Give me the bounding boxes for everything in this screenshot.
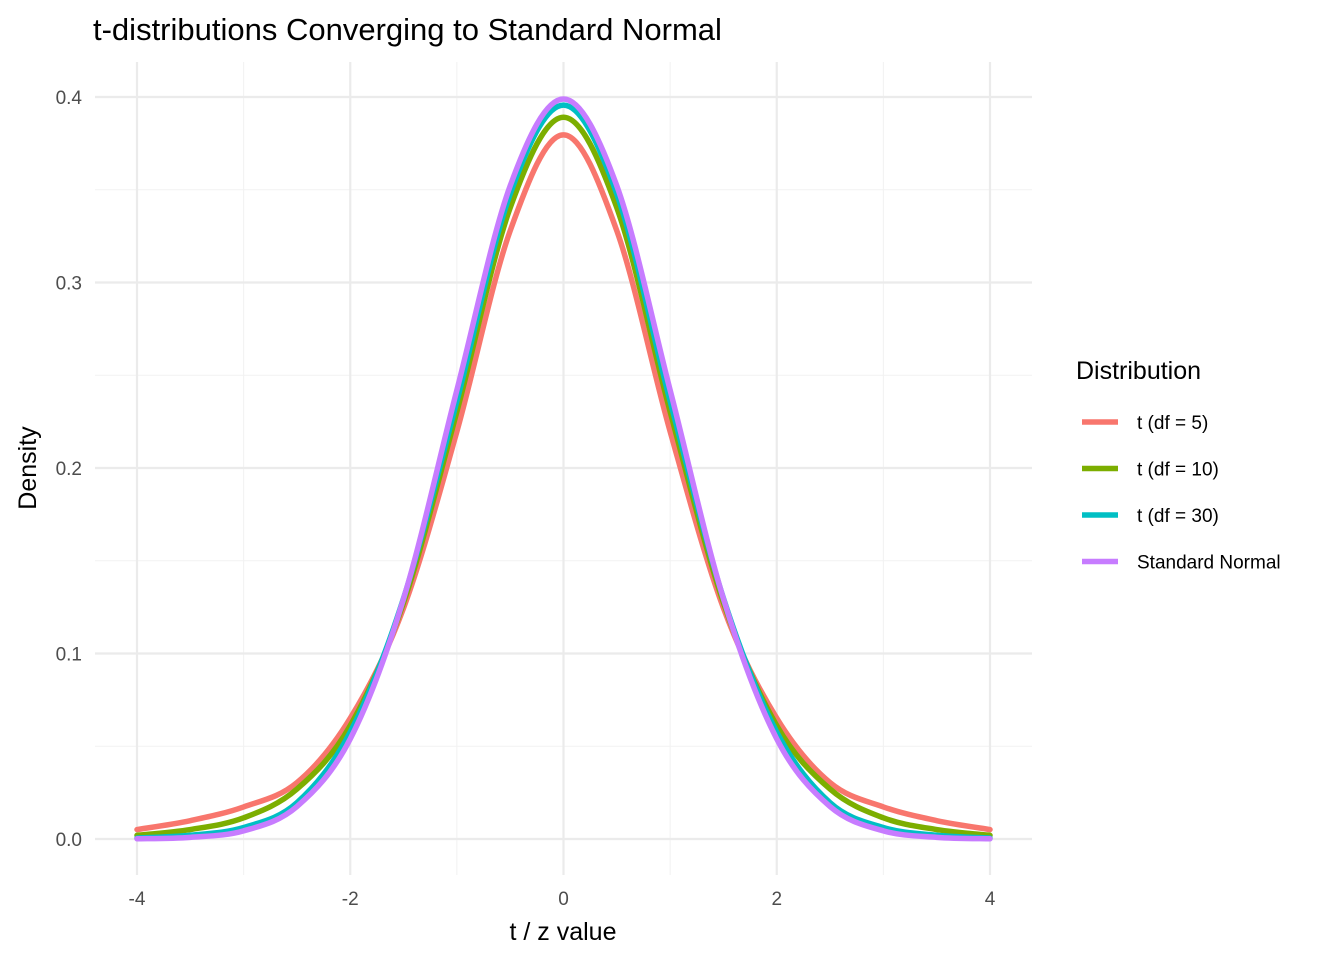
legend-label: t (df = 5): [1137, 413, 1208, 434]
legend-label: t (df = 10): [1137, 460, 1219, 481]
x-tick-label: 2: [771, 889, 782, 910]
gridlines: [95, 62, 1032, 875]
x-tick-label: 0: [558, 889, 569, 910]
y-tick-label: 0.1: [56, 645, 82, 666]
legend-title: Distribution: [1076, 357, 1201, 385]
y-tick-label: 0.3: [56, 274, 82, 295]
series-line-4: [134, 96, 993, 842]
x-tick-label: -2: [342, 889, 359, 910]
y-tick-label: 0.4: [56, 88, 83, 109]
x-axis-title: t / z value: [510, 918, 617, 946]
y-tick-label: 0.0: [56, 830, 82, 851]
series-line-3: [134, 102, 993, 841]
x-tick-label: -4: [129, 889, 146, 910]
y-axis-ticks: 0.0 0.1 0.2 0.3 0.4: [56, 88, 83, 851]
y-tick-label: 0.2: [56, 459, 82, 480]
legend: Distribution t (df = 5) t (df = 10) t (df …: [1076, 357, 1281, 574]
series-line-1: [134, 132, 993, 833]
legend-label: t (df = 30): [1137, 506, 1219, 527]
chart-title: t-distributions Converging to Standard N…: [93, 12, 722, 47]
y-axis-title: Density: [14, 426, 42, 510]
series-line-2: [134, 114, 993, 839]
legend-label: Standard Normal: [1137, 553, 1281, 574]
x-tick-label: 4: [985, 889, 996, 910]
x-axis-ticks: -4 -2 0 2 4: [129, 889, 996, 910]
series-lines: [134, 96, 993, 842]
